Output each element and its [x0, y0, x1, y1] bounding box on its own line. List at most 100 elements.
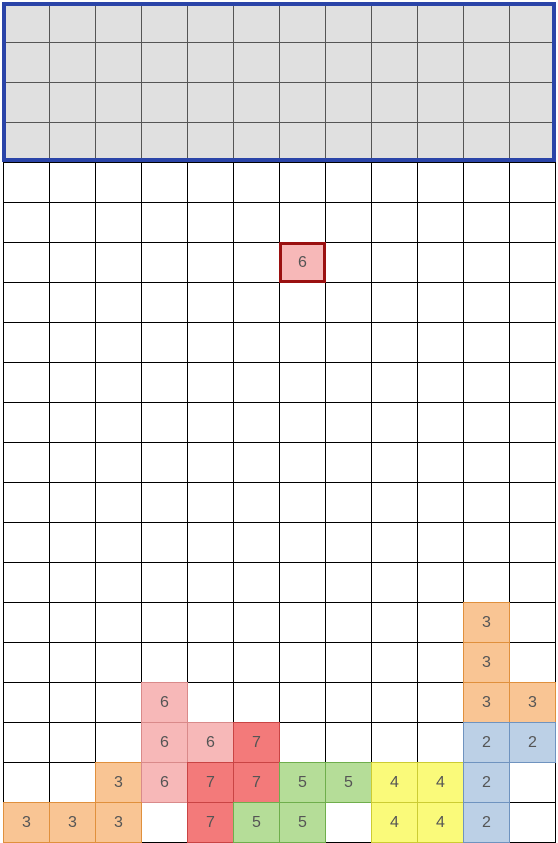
- block-3: 3: [509, 682, 556, 723]
- grid-cell: [509, 322, 556, 363]
- grid-cell: [141, 242, 188, 283]
- grid-cell: [233, 282, 280, 323]
- spawn-cell: [95, 122, 142, 163]
- grid-cell: [187, 202, 234, 243]
- grid-cell: [417, 602, 464, 643]
- grid-cell: [371, 522, 418, 563]
- grid-cell: [279, 722, 326, 763]
- block-4: 4: [417, 762, 464, 803]
- grid-cell: [371, 482, 418, 523]
- spawn-cell: [509, 122, 556, 163]
- grid-cell: [187, 442, 234, 483]
- grid-cell: [509, 242, 556, 283]
- grid-cell: [417, 202, 464, 243]
- grid-cell: [417, 402, 464, 443]
- spawn-cell: [325, 42, 372, 83]
- grid-cell: [417, 242, 464, 283]
- grid-cell: [49, 682, 96, 723]
- spawn-cell: [49, 82, 96, 123]
- grid-cell: [49, 602, 96, 643]
- spawn-cell: [3, 2, 50, 43]
- spawn-cell: [463, 42, 510, 83]
- grid-cell: [325, 802, 372, 843]
- grid-cell: [95, 202, 142, 243]
- grid-cell: [279, 282, 326, 323]
- grid-cell: [279, 602, 326, 643]
- block-3: 3: [95, 762, 142, 803]
- grid-cell: [279, 322, 326, 363]
- grid-cell: [95, 682, 142, 723]
- grid-cell: [49, 162, 96, 203]
- grid-cell: [325, 162, 372, 203]
- grid-cell: [3, 282, 50, 323]
- grid-cell: [509, 522, 556, 563]
- grid-cell: [417, 282, 464, 323]
- grid-cell: [463, 362, 510, 403]
- grid-cell: [187, 562, 234, 603]
- spawn-cell: [279, 122, 326, 163]
- grid-cell: [279, 642, 326, 683]
- grid-cell: [233, 362, 280, 403]
- block-2: 2: [463, 762, 510, 803]
- grid-cell: [3, 722, 50, 763]
- grid-cell: [279, 562, 326, 603]
- grid-cell: [279, 162, 326, 203]
- grid-cell: [417, 682, 464, 723]
- grid-cell: [187, 362, 234, 403]
- grid-cell: [463, 402, 510, 443]
- grid-cell: [509, 442, 556, 483]
- grid-cell: [187, 322, 234, 363]
- grid-cell: [279, 682, 326, 723]
- grid-cell: [187, 482, 234, 523]
- grid-cell: [49, 322, 96, 363]
- grid-cell: [509, 402, 556, 443]
- grid-cell: [3, 162, 50, 203]
- grid-cell: [49, 642, 96, 683]
- grid-cell: [463, 202, 510, 243]
- grid-cell: [141, 522, 188, 563]
- grid-cell: [3, 562, 50, 603]
- grid-cell: [371, 322, 418, 363]
- grid-cell: [325, 602, 372, 643]
- spawn-cell: [509, 42, 556, 83]
- spawn-cell: [3, 122, 50, 163]
- block-4: 4: [417, 802, 464, 843]
- block-7: 7: [233, 762, 280, 803]
- block-2: 2: [463, 722, 510, 763]
- grid-cell: [325, 362, 372, 403]
- grid-cell: [417, 162, 464, 203]
- spawn-cell: [49, 122, 96, 163]
- grid-cell: [371, 402, 418, 443]
- grid-cell: [279, 402, 326, 443]
- grid-cell: [325, 482, 372, 523]
- grid-cell: [417, 522, 464, 563]
- spawn-cell: [463, 2, 510, 43]
- grid-cell: [463, 242, 510, 283]
- grid-cell: [95, 282, 142, 323]
- grid-cell: [463, 322, 510, 363]
- spawn-cell: [463, 122, 510, 163]
- grid-cell: [187, 642, 234, 683]
- grid-cell: [371, 242, 418, 283]
- grid-cell: [49, 402, 96, 443]
- grid-cell: [463, 522, 510, 563]
- spawn-cell: [233, 42, 280, 83]
- grid-cell: [509, 762, 556, 803]
- grid-cell: [233, 682, 280, 723]
- grid-cell: [95, 602, 142, 643]
- grid-cell: [509, 162, 556, 203]
- grid-cell: [417, 642, 464, 683]
- grid-cell: [371, 722, 418, 763]
- block-7: 7: [233, 722, 280, 763]
- grid-cell: [371, 682, 418, 723]
- grid-cell: [3, 522, 50, 563]
- spawn-cell: [49, 42, 96, 83]
- spawn-cell: [279, 82, 326, 123]
- grid-cell: [141, 602, 188, 643]
- grid-cell: [95, 242, 142, 283]
- block-4: 4: [371, 802, 418, 843]
- block-5: 5: [325, 762, 372, 803]
- block-3: 3: [95, 802, 142, 843]
- grid-cell: [95, 642, 142, 683]
- grid-cell: [233, 162, 280, 203]
